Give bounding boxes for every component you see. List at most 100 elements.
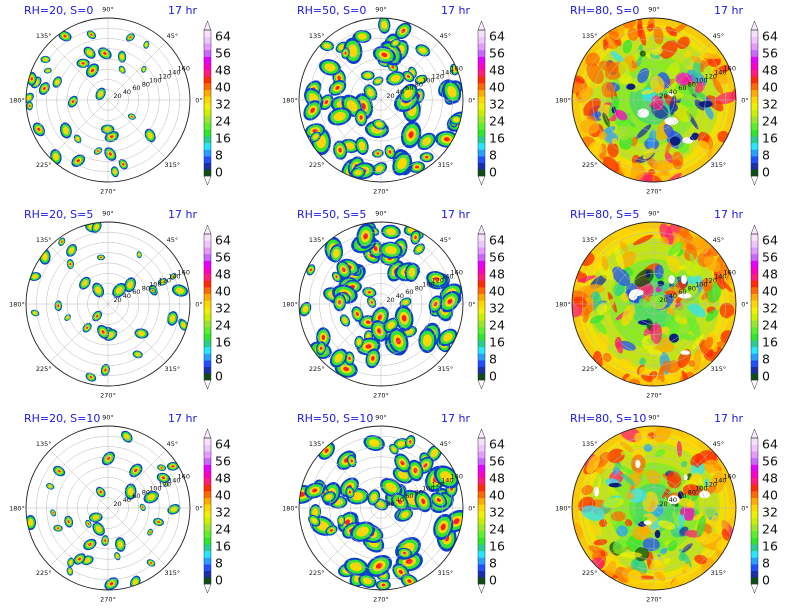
colorbar-bin (751, 484, 758, 492)
colorbar-bin (478, 162, 485, 170)
colorbar-bin (204, 550, 211, 558)
storm-cell (385, 228, 396, 236)
radial-tick-label: 140 (714, 69, 726, 77)
storm-cell (344, 51, 347, 55)
panel-time-label: 17 hr (714, 208, 743, 221)
panel-1: RH=20, S=0 17 hr 0° 45° 90° 135° 180° 225° 270° 3… (9, 4, 231, 196)
colorbar-tick-label: 64 (215, 437, 231, 452)
field-cell (599, 519, 607, 528)
field-cell (617, 228, 634, 243)
field-cell (617, 357, 633, 374)
radial-tick-label: 140 (168, 69, 180, 77)
field-cell (611, 138, 618, 145)
polar-frame (571, 425, 737, 591)
angular-tick-label: 90° (375, 6, 387, 14)
colorbar-tick-label: 0 (762, 369, 770, 384)
field-gap (667, 495, 680, 505)
radial-tick-label: 20 (659, 92, 667, 100)
colorbar-extend-min (750, 379, 759, 390)
colorbar-tick-label: 56 (489, 250, 505, 265)
colorbar-bin (478, 550, 485, 558)
storm-cell (312, 128, 318, 133)
colorbar-tick-label: 40 (215, 80, 231, 95)
storm-cell (354, 169, 362, 176)
radial-tick-label: 80 (142, 284, 150, 292)
field-cell (640, 374, 653, 383)
colorbar-frame (750, 437, 759, 585)
colorbar-tick-label: 40 (489, 80, 505, 95)
angular-gridline (595, 41, 655, 101)
colorbar-bin (751, 577, 758, 585)
angular-tick-label: 225° (582, 569, 598, 577)
field-cell (646, 469, 661, 485)
panel-time-label: 17 hr (441, 208, 470, 221)
storm-cell (181, 322, 186, 328)
colorbar-tick-label: 24 (489, 114, 505, 129)
storm-cell (86, 49, 93, 56)
field-cell (581, 505, 605, 521)
field-cell (703, 459, 720, 474)
colorbar-tick-label: 24 (215, 522, 231, 537)
colorbar-bin (751, 30, 758, 37)
storm-cell (362, 577, 372, 585)
storm-cell (385, 482, 397, 493)
storm-cell (81, 279, 88, 287)
field-cell (694, 554, 708, 564)
panel-9: RH=80, S=10 17 hr 0° 45° 90° 135° 180° 225° 270°… (555, 412, 778, 604)
field-cell (621, 304, 636, 326)
storm-cell (71, 100, 75, 104)
storm-cell (68, 559, 73, 565)
storm-cell (355, 312, 359, 316)
angular-tick-label: 225° (36, 569, 52, 577)
colorbar-bin (751, 293, 758, 301)
radial-tick-label: 160 (451, 269, 463, 277)
polar-frame (571, 221, 737, 387)
radial-tick-label: 80 (688, 488, 696, 496)
colorbar-bin (478, 56, 485, 64)
radial-tick-label: 120 (432, 276, 444, 284)
colorbar-extend-min (477, 379, 486, 390)
colorbar-bin (478, 577, 485, 585)
field-cell (678, 553, 685, 561)
colorbar-bin (751, 320, 758, 328)
angular-tick-label: 135° (582, 32, 598, 40)
field-cell (723, 503, 736, 521)
colorbar-tick-label: 40 (215, 488, 231, 503)
colorbar-bin (478, 373, 485, 381)
panel-title: RH=20, S=0 (24, 4, 93, 17)
storm-cell (338, 300, 342, 305)
colorbar-tick-label: 56 (762, 250, 778, 265)
colorbar-bin (204, 346, 211, 354)
panel-title: RH=80, S=10 (570, 412, 646, 425)
angular-tick-label: 45° (440, 236, 452, 244)
colorbar-bin (204, 96, 211, 104)
storm-cell (115, 554, 119, 559)
field-gap (635, 459, 641, 469)
angular-tick-label: 135° (582, 440, 598, 448)
colorbar-bin (751, 346, 758, 354)
field-cell (620, 292, 630, 302)
colorbar-bin (751, 557, 758, 565)
colorbar-tick-label: 0 (215, 369, 223, 384)
field-cell (710, 514, 721, 530)
polar-frame (298, 17, 464, 183)
radial-tick-label: 120 (705, 276, 717, 284)
storm-cell (343, 366, 350, 372)
colorbar-bin (478, 477, 485, 485)
field-cell (684, 49, 693, 58)
field-cell (664, 290, 677, 296)
colorbar-extend-max (750, 20, 759, 31)
storm-cell (171, 465, 175, 468)
storm-cell (415, 165, 420, 169)
storm-cell (52, 511, 54, 514)
panel-title: RH=50, S=10 (297, 412, 373, 425)
colorbar-tick-label: 64 (489, 233, 505, 248)
colorbar-bin (478, 524, 485, 532)
colorbar-bin (478, 451, 485, 459)
storm-cell (443, 137, 450, 142)
colorbar-bin (204, 267, 211, 275)
colorbar-bin (751, 156, 758, 164)
colorbar-bin (204, 577, 211, 585)
field-cell (613, 463, 635, 475)
colorbar-tick-label: 40 (489, 488, 505, 503)
